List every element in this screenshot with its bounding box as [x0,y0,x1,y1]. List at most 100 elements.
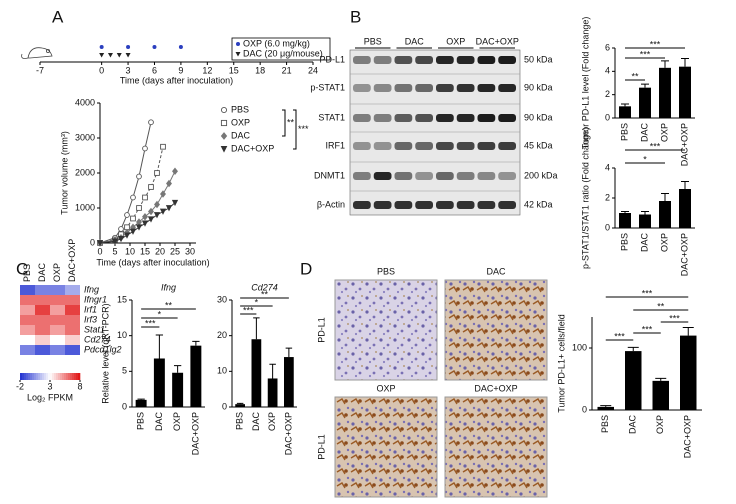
heatmap-cell [20,315,35,325]
y-tick-label: 2 [605,89,610,99]
legend-label: DAC+OXP [231,143,274,153]
blot-size-label: 42 kDa [524,199,553,209]
dose-mark [99,53,105,58]
blot-group-label: OXP [446,36,465,46]
blot-band [373,56,392,64]
heatmap-cell [35,325,50,335]
heatmap-cell [20,335,35,345]
bar [251,339,262,407]
blot-band [477,56,496,64]
blot-protein-label: β-Actin [317,199,345,209]
significance-label: ** [261,289,269,299]
blot-band [353,56,371,64]
blot-band [415,84,433,92]
blot-band [498,84,516,92]
y-tick-label: 6 [605,42,610,52]
axes [99,103,196,244]
colorbar-step [26,373,29,380]
timeline-legend-box [231,37,331,61]
x-tick-label: -7 [36,65,44,75]
bar [135,399,147,407]
blot-band [456,84,475,92]
significance-label: * [255,297,259,307]
blot-band [415,201,433,209]
x-tick-label: DAC [154,412,164,432]
blot-protein-label: p-STAT1 [310,82,345,92]
row-label: Irf1 [84,304,97,314]
colorbar-step [44,373,47,380]
heatmap-cell [35,315,50,325]
bar [619,213,631,228]
y-axis-label: Relative level (qRT-PCR) [100,303,110,403]
significance-label: *** [640,49,651,59]
blot-band [477,172,496,180]
marker [160,143,166,150]
blot-band [436,201,454,209]
y-tick-label: 0 [605,112,610,122]
blot-group-label: DAC+OXP [476,36,519,46]
marker [142,194,148,201]
bar [659,67,671,118]
colorbar-step [24,373,27,380]
x-tick-label: OXP [172,412,182,431]
column-label: DAC [37,262,47,282]
blot-band [477,201,496,209]
ihc-image [334,396,438,498]
marker [160,190,166,198]
colorbar-step [52,373,55,380]
x-tick-label: OXP [267,412,277,431]
y-tick-label: 20 [217,330,227,340]
x-tick-label: 15 [140,246,150,256]
blot-size-label: 45 kDa [524,140,553,150]
colorbar-tick-label: 8 [77,381,82,391]
bar [235,404,245,407]
blot-band [436,142,454,150]
error-bar [681,181,689,189]
error-bar [661,193,669,201]
marker [154,200,160,209]
y-tick-label: 4 [605,66,610,76]
colorbar-step [60,373,63,380]
blot-protein-label: STAT1 [318,112,345,122]
heatmap-cell [50,295,65,305]
significance-label: *** [243,305,254,315]
row-label: Irf3 [84,314,97,324]
colorbar-step [76,373,79,380]
significance-label: *** [650,141,661,151]
marker [165,205,173,212]
blot-band [394,84,413,92]
y-tick-label: 3000 [75,132,95,142]
heatmap-cell [35,345,50,355]
y-tick-label: 0 [582,404,587,414]
heatmap-cell [20,295,35,305]
heatmap-cell [50,315,65,325]
significance-label: ** [657,301,665,311]
x-tick-label: 15 [229,65,239,75]
marker [171,199,179,207]
blot-band [394,142,413,150]
y-tick-label: 30 [217,294,227,304]
ihc-label: OXP [376,383,395,393]
colorbar-step [28,373,31,380]
significance-label: *** [145,318,156,328]
x-tick-label: 6 [152,65,157,75]
blot-band [415,172,433,180]
dose-mark [107,53,113,58]
y-tick-label: 100 [572,342,587,352]
blot-band [373,114,392,122]
significance-bracket [282,109,286,137]
colorbar-step [30,373,33,380]
blot-protein-label: DNMT1 [314,170,345,180]
colorbar-step [32,373,35,380]
y-tick-label: 4 [605,162,610,172]
error-bar [155,334,164,359]
row-label: Pdcd1lg2 [84,344,122,354]
x-tick-label: 0 [97,246,102,256]
colorbar-step [72,373,75,380]
error-bar [682,327,694,336]
marker [148,119,154,126]
blot-band [415,142,433,150]
blot-band [394,56,413,64]
colorbar-step [54,373,57,380]
